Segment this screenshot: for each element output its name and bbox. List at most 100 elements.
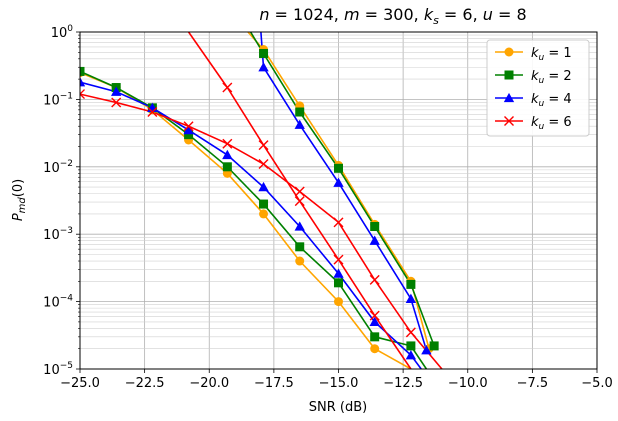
grid bbox=[79, 32, 598, 370]
data-point bbox=[259, 199, 269, 209]
x-tick-label: −7.5 bbox=[517, 376, 549, 391]
y-axis-ticks: 10−5 10−4 10−3 10−2 10−1 100 bbox=[43, 24, 80, 378]
data-point bbox=[183, 121, 194, 132]
data-point bbox=[429, 341, 439, 351]
y-label-rest: (0) bbox=[11, 179, 26, 197]
data-point bbox=[258, 159, 269, 170]
data-point bbox=[369, 274, 380, 285]
data-point bbox=[80, 77, 86, 87]
data-point bbox=[184, 130, 194, 140]
title-n-val: = 1024, bbox=[269, 5, 343, 24]
x-tick-label: −10.0 bbox=[448, 376, 488, 391]
data-point bbox=[222, 162, 232, 172]
x-tick-label: −25.0 bbox=[60, 376, 100, 391]
title-n-var: n bbox=[259, 5, 269, 24]
legend-item: ku = 4 bbox=[495, 92, 572, 109]
y-label-main: P bbox=[11, 213, 26, 221]
data-point bbox=[80, 66, 85, 76]
y-tick-label: 100 bbox=[51, 24, 74, 41]
data-point bbox=[258, 181, 269, 192]
x-tick-label: −20.0 bbox=[189, 376, 229, 391]
x-tick-label: −5.0 bbox=[581, 376, 613, 391]
legend-label: ku = 6 bbox=[531, 115, 572, 132]
series-line-ku1-curve-1 bbox=[80, 71, 412, 369]
title-k-val: = 6, bbox=[439, 5, 483, 24]
legend-label: ku = 1 bbox=[531, 46, 572, 63]
data-point bbox=[406, 341, 416, 351]
x-tick-label: −22.5 bbox=[125, 376, 165, 391]
data-point bbox=[405, 327, 416, 338]
data-point bbox=[370, 222, 380, 232]
data-point bbox=[259, 48, 269, 58]
y-tick-label: 10−1 bbox=[43, 91, 73, 108]
title-u-var: u bbox=[483, 5, 493, 24]
data-point bbox=[222, 138, 233, 149]
data-point bbox=[258, 140, 269, 151]
data-point bbox=[295, 242, 305, 252]
data-point bbox=[334, 297, 343, 307]
legend-label: ku = 2 bbox=[531, 69, 572, 86]
data-point bbox=[294, 196, 305, 207]
title-m-val: = 300, bbox=[360, 5, 424, 24]
data-point bbox=[369, 310, 380, 321]
legend-marker bbox=[503, 92, 515, 103]
data-point bbox=[333, 268, 344, 278]
data-point bbox=[406, 279, 416, 289]
legend-marker bbox=[504, 116, 514, 126]
x-tick-label: −12.5 bbox=[383, 376, 423, 391]
y-tick-label: 10−2 bbox=[43, 159, 73, 176]
data-point bbox=[370, 332, 380, 342]
data-point bbox=[370, 344, 380, 354]
data-point bbox=[421, 345, 432, 355]
data-point bbox=[111, 86, 122, 96]
data-point bbox=[222, 82, 233, 93]
legend-marker bbox=[504, 70, 514, 80]
data-point bbox=[258, 62, 269, 72]
y-axis-label: Pmd(0) bbox=[11, 179, 28, 221]
data-point bbox=[333, 254, 344, 265]
x-tick-label: −17.5 bbox=[254, 376, 294, 391]
data-point bbox=[405, 350, 417, 360]
title-k-sub: s bbox=[433, 14, 439, 27]
data-point bbox=[334, 278, 343, 288]
y-tick-label: 10−4 bbox=[43, 294, 73, 311]
data-point bbox=[405, 293, 417, 303]
data-point bbox=[295, 107, 305, 117]
data-point bbox=[80, 89, 85, 100]
data-point bbox=[294, 221, 305, 231]
data-point bbox=[295, 256, 305, 266]
legend-item: ku = 6 bbox=[495, 115, 572, 132]
data-point bbox=[334, 163, 343, 173]
legend: ku = 1 ku = 2 ku = 4 ku = 6 bbox=[486, 39, 590, 137]
data-point bbox=[294, 119, 305, 129]
data-point bbox=[369, 235, 380, 245]
series-line-ku4-curve-2 bbox=[260, 32, 428, 351]
legend-item: ku = 1 bbox=[495, 46, 572, 63]
data-point bbox=[294, 186, 305, 197]
series-markers bbox=[80, 44, 439, 360]
chart-title: n = 1024, m = 300, ks = 6, u = 8 bbox=[259, 5, 526, 27]
legend-label: ku = 4 bbox=[531, 92, 572, 109]
x-axis-ticks: −25.0 −22.5 −20.0 −17.5 −15.0 −12.5 −10.0 −7.5 −… bbox=[60, 369, 613, 391]
data-point bbox=[111, 97, 122, 108]
x-tick-label: −15.0 bbox=[319, 376, 359, 391]
y-label-sub: md bbox=[17, 197, 28, 214]
data-point bbox=[369, 316, 380, 327]
title-u-val: = 8 bbox=[493, 5, 527, 24]
data-point bbox=[147, 107, 158, 118]
data-point bbox=[333, 177, 344, 187]
y-tick-label: 10−3 bbox=[43, 226, 73, 243]
data-point bbox=[183, 124, 194, 135]
data-point bbox=[222, 149, 233, 160]
data-point bbox=[259, 209, 269, 219]
y-tick-label: 10−5 bbox=[43, 361, 73, 378]
legend-item: ku = 2 bbox=[495, 69, 572, 86]
title-m-var: m bbox=[344, 5, 360, 24]
x-axis-label: SNR (dB) bbox=[309, 400, 367, 415]
series-line-ku6-curve-1 bbox=[80, 93, 443, 369]
data-point bbox=[333, 217, 344, 228]
legend-box bbox=[486, 39, 590, 137]
title-k-var: k bbox=[424, 5, 434, 24]
legend-marker bbox=[504, 47, 514, 57]
